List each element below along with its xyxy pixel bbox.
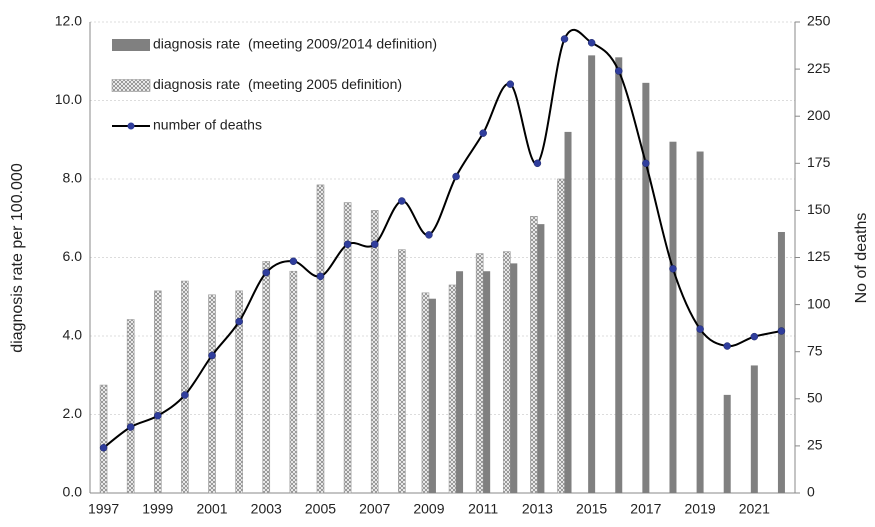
bar: [564, 131, 572, 493]
line-marker: [533, 159, 542, 168]
bar: [615, 57, 623, 493]
line-marker: [289, 257, 298, 266]
y2-tick-label: 200: [807, 107, 831, 123]
bar: [475, 253, 484, 494]
bar: [502, 251, 511, 494]
bar: [456, 271, 464, 493]
x-tick-label: 2001: [196, 501, 227, 517]
y-tick-label: 4.0: [63, 327, 83, 343]
y2-tick-label: 175: [807, 154, 831, 170]
line-marker: [370, 240, 379, 249]
line-marker: [262, 268, 270, 277]
line-marker: [452, 172, 460, 181]
x-tick-label: 1999: [142, 501, 173, 517]
bar: [642, 82, 650, 494]
line-marker: [669, 265, 677, 273]
bar: [316, 184, 325, 494]
legend-label: number of deaths: [153, 117, 262, 133]
x-tick-label: 1997: [88, 501, 119, 517]
x-tick-label: 2021: [739, 501, 770, 517]
bar: [530, 215, 538, 494]
y2-axis-label: No of deaths: [853, 213, 870, 304]
bar: [696, 151, 704, 493]
bar: [343, 202, 352, 494]
y2-tick-label: 50: [807, 390, 823, 406]
x-tick-label: 2013: [522, 501, 553, 517]
y2-tick-label: 25: [807, 437, 823, 453]
bar: [126, 319, 135, 494]
legend-marker: [127, 122, 135, 130]
y2-tick-label: 150: [807, 201, 831, 217]
bar: [588, 55, 596, 494]
bar: [208, 294, 216, 494]
y-tick-label: 6.0: [63, 248, 83, 264]
bar: [421, 292, 430, 494]
y-tick-label: 8.0: [63, 170, 83, 186]
y-axis-label: diagnosis rate per 100.000: [9, 163, 26, 353]
bar: [510, 263, 518, 493]
bar: [153, 290, 162, 494]
line-marker: [506, 80, 515, 88]
x-tick-label: 2019: [685, 501, 716, 517]
line-marker: [723, 342, 731, 350]
line-marker: [99, 444, 108, 452]
bar: [370, 210, 379, 494]
line: [102, 28, 782, 449]
y2-tick-label: 125: [807, 248, 831, 264]
x-tick-label: 2003: [251, 501, 282, 517]
bar: [262, 261, 271, 494]
bar: [557, 178, 565, 494]
bar: [181, 280, 189, 494]
bar: [723, 394, 731, 493]
y-tick-label: 0.0: [63, 484, 83, 500]
x-tick-label: 2009: [413, 501, 444, 517]
line-marker: [316, 272, 325, 281]
bar: [750, 365, 758, 493]
line-marker: [696, 325, 704, 333]
line-marker: [235, 317, 243, 326]
line-marker: [154, 412, 162, 420]
x-tick-label: 2005: [305, 501, 336, 517]
x-tick-label: 2011: [468, 501, 498, 517]
y2-tick-label: 100: [807, 295, 831, 311]
bar: [428, 298, 436, 493]
x-tick-label: 2015: [576, 501, 607, 517]
bar: [483, 271, 491, 493]
bar: [289, 270, 298, 494]
y2-tick-label: 0: [807, 484, 815, 500]
y-tick-label: 10.0: [55, 91, 82, 107]
bar: [537, 224, 545, 493]
line-marker: [642, 159, 650, 168]
y-tick-label: 2.0: [63, 405, 83, 421]
y2-tick-label: 250: [807, 13, 831, 29]
y2-tick-label: 75: [807, 342, 823, 358]
legend-label: diagnosis rate (meeting 2009/2014 defini…: [153, 36, 437, 52]
line-marker: [615, 67, 623, 75]
legend-label: diagnosis rate (meeting 2005 definition): [153, 76, 402, 92]
line-marker: [398, 197, 406, 205]
x-tick-label: 2017: [630, 501, 661, 517]
line-marker: [587, 38, 596, 47]
line-marker: [750, 332, 759, 341]
line-marker: [479, 129, 487, 137]
y2-tick-label: 225: [807, 60, 831, 76]
line-marker: [181, 391, 189, 399]
bar: [669, 141, 677, 493]
legend-swatch: [112, 39, 150, 51]
bar: [398, 249, 406, 494]
bar: [235, 290, 243, 494]
line-marker: [777, 327, 786, 335]
line-marker: [126, 423, 135, 431]
x-tick-label: 2007: [359, 501, 390, 517]
line-marker: [208, 351, 216, 360]
line-marker: [343, 240, 352, 249]
line-marker: [425, 231, 433, 239]
legend-swatch: [111, 79, 151, 92]
y-tick-label: 12.0: [55, 13, 82, 29]
bar: [448, 284, 457, 494]
line-marker: [560, 35, 569, 43]
bar: [99, 384, 108, 494]
bar: [777, 231, 785, 494]
